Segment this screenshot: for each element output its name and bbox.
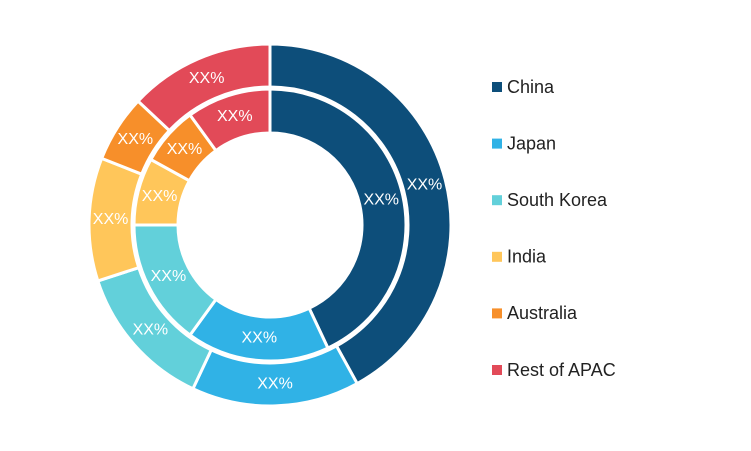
segment-label: XX%	[217, 108, 253, 125]
segment-label: XX%	[151, 268, 187, 285]
donut-segment	[135, 42, 272, 133]
legend-swatch	[492, 308, 502, 319]
donut-segment	[268, 87, 408, 351]
segment-label: XX%	[167, 141, 203, 158]
segment-label: XX%	[133, 322, 169, 339]
segment-label: XX%	[241, 330, 277, 347]
legend-swatch	[492, 251, 502, 262]
segment-label: XX%	[363, 191, 399, 208]
legend-label: Rest of APAC	[507, 360, 616, 380]
segment-label: XX%	[189, 70, 225, 87]
segment-label: XX%	[257, 376, 293, 393]
legend-label: China	[507, 77, 555, 97]
donut-segment	[268, 42, 453, 386]
legend-label: Japan	[507, 133, 556, 153]
legend-label: Australia	[507, 303, 578, 323]
legend-swatch	[492, 365, 502, 375]
donut-segment	[187, 87, 272, 153]
segment-label: XX%	[142, 188, 178, 205]
segment-label: XX%	[407, 177, 443, 194]
legend-swatch	[492, 82, 502, 92]
segment-label: XX%	[118, 131, 154, 148]
legend-label: India	[507, 247, 547, 267]
segment-label: XX%	[93, 211, 129, 228]
legend-swatch	[492, 195, 502, 206]
legend-swatch	[492, 138, 502, 149]
legend-label: South Korea	[507, 190, 608, 210]
